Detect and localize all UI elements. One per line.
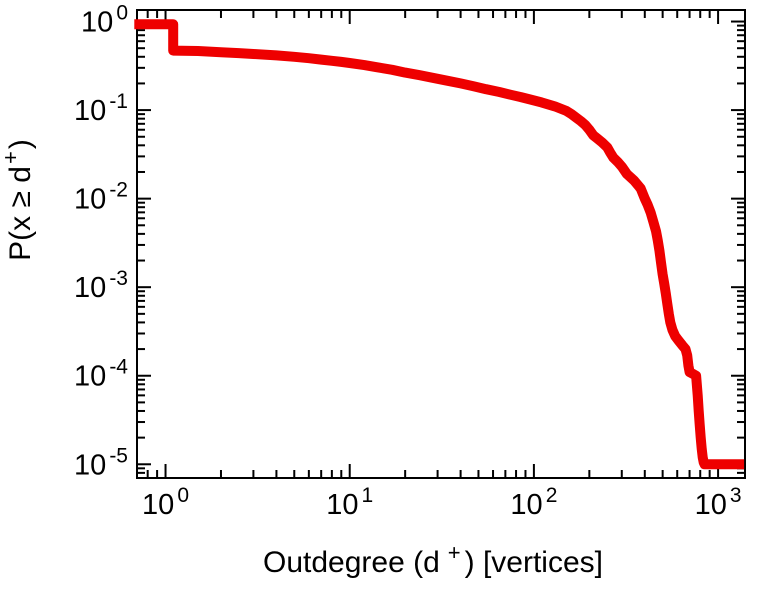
x-axis-title: Outdegree (d +) [vertices] — [263, 540, 603, 579]
tick-label: 10 3 — [695, 484, 742, 521]
tick-label: 10 -4 — [74, 356, 128, 393]
tick-label: 10 -5 — [74, 444, 128, 481]
x-minor-ticks — [146, 10, 711, 478]
ccdf-curve — [134, 19, 745, 470]
y-axis-title: P(x ≥ d+) — [0, 139, 37, 261]
tick-label: 10 -1 — [74, 90, 128, 127]
tick-label: 10 0 — [142, 484, 189, 521]
x-tick-labels: 10 0 10 1 10 2 10 3 — [142, 484, 742, 521]
tick-label: 10 -2 — [74, 179, 128, 216]
y-minor-ticks — [137, 24, 745, 474]
tick-label: 10 -3 — [74, 267, 128, 304]
tick-label: 10 1 — [326, 484, 373, 521]
tick-label: 10 2 — [510, 484, 557, 521]
tick-label: 10 0 — [81, 2, 128, 39]
